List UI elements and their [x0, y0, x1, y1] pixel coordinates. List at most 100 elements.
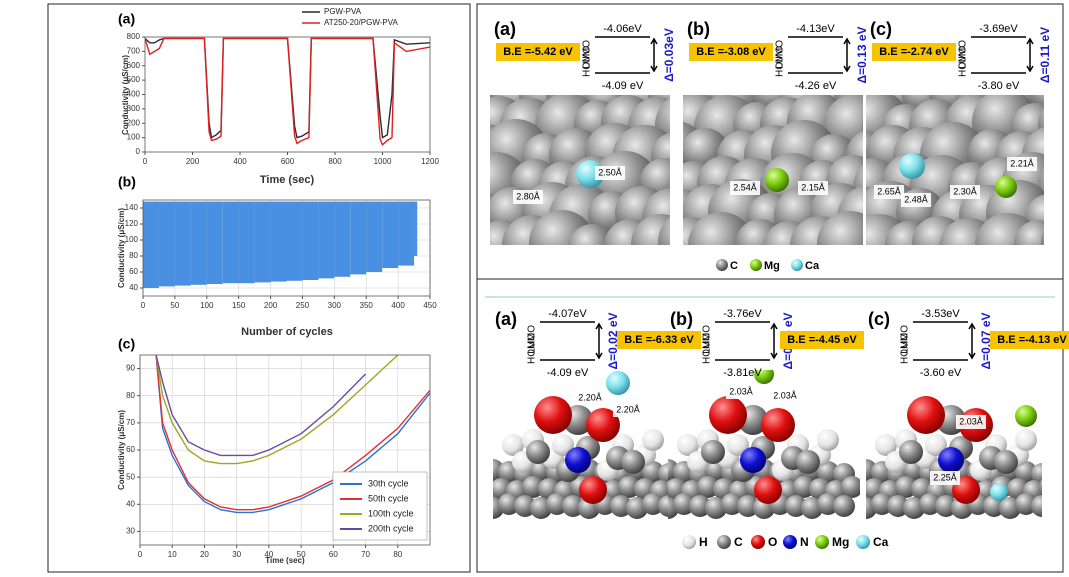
- atom: [658, 463, 669, 485]
- atom: [565, 447, 591, 473]
- band: [382, 201, 399, 268]
- panel-label: (a): [494, 19, 516, 39]
- band-gap: Δ=0.03eV: [662, 28, 676, 82]
- lumo-tag: LUMO: [775, 40, 786, 69]
- structure-image: [668, 370, 860, 519]
- y-tick-label: 80: [129, 251, 138, 260]
- x-tick-label: 200: [186, 157, 200, 166]
- atom: [899, 440, 923, 464]
- homo-tag: HOMO: [958, 46, 969, 77]
- panel-label: (b): [670, 309, 693, 329]
- lumo-tag: LUMO: [958, 40, 969, 69]
- atom: [701, 440, 725, 464]
- band-gap: Δ=0.13 eV: [855, 27, 869, 84]
- atom: [642, 429, 664, 451]
- x-axis-title: Time (sec): [265, 556, 305, 565]
- left-frame: [47, 3, 471, 573]
- lumo-tag: LUMO: [582, 40, 593, 69]
- atom: [689, 495, 711, 517]
- x-axis-title: Time (sec): [260, 174, 315, 186]
- y-tick-label: 400: [127, 90, 141, 99]
- distance-box: [901, 193, 931, 207]
- panel-label: (c): [870, 19, 892, 39]
- distance-label: 2.80Å: [516, 191, 540, 201]
- atom: [817, 461, 839, 483]
- legend-label: 100th cycle: [368, 508, 414, 518]
- binding-energy: B.E =-3.08 eV: [696, 46, 766, 58]
- homo-energy: -3.81eV: [723, 367, 762, 379]
- atom: [552, 434, 574, 456]
- y-tick-label: 100: [125, 235, 139, 244]
- atom: [791, 259, 803, 271]
- structure-image: [683, 95, 863, 245]
- band-gap: Δ=0.02 eV: [606, 313, 620, 370]
- atom: [717, 535, 731, 549]
- y-tick-label: 200: [127, 118, 141, 127]
- band: [254, 201, 271, 283]
- x-tick-label: 400: [233, 157, 247, 166]
- atom: [751, 535, 765, 549]
- atom: [817, 211, 863, 245]
- atom: [658, 495, 669, 517]
- atom: [856, 535, 870, 549]
- distance-label: 2.54Å: [733, 182, 757, 192]
- band: [350, 201, 367, 275]
- arrow-head: [843, 37, 851, 73]
- atom: [1015, 461, 1037, 483]
- atom: [796, 450, 820, 474]
- y-tick-label: 70: [126, 418, 135, 427]
- distance-box: [613, 403, 643, 417]
- atom: [871, 493, 893, 515]
- atom: [907, 396, 945, 434]
- binding-energy: B.E =-6.33 eV: [624, 334, 694, 346]
- y-tick-label: 600: [127, 61, 141, 70]
- distance-label: 2.50Å: [598, 167, 622, 177]
- distance-box: [798, 181, 828, 195]
- structure-image: [490, 95, 670, 245]
- be-box: [990, 331, 1069, 349]
- legend-label: 30th cycle: [368, 478, 409, 488]
- legend-label: C: [734, 535, 743, 549]
- be-box: [496, 43, 580, 61]
- x-tick-label: 40: [264, 550, 273, 559]
- y-tick-label: 140: [125, 203, 139, 212]
- atom: [990, 483, 1008, 501]
- atom: [887, 495, 909, 517]
- atom: [740, 447, 766, 473]
- atom: [697, 476, 719, 498]
- band: [366, 201, 383, 272]
- atom: [995, 176, 1017, 198]
- binding-energy: B.E =-2.74 eV: [879, 46, 949, 58]
- be-box: [689, 43, 773, 61]
- atom: [1041, 229, 1044, 245]
- distance-label: 2.21Å: [1010, 158, 1034, 168]
- arrow-head: [968, 322, 976, 360]
- atom: [1015, 405, 1037, 427]
- x-tick-label: 30: [232, 550, 241, 559]
- atom: [502, 434, 524, 456]
- atom: [793, 476, 815, 498]
- atom: [1031, 463, 1042, 485]
- lumo-energy: -3.53eV: [921, 308, 960, 320]
- right-frame: [476, 3, 1064, 573]
- band: [334, 201, 351, 277]
- homo-tag: HOMO: [527, 333, 538, 364]
- atom: [1015, 429, 1037, 451]
- distance-label: 2.20Å: [616, 404, 640, 414]
- panel-label: (a): [118, 11, 135, 27]
- legend-label: Ca: [873, 535, 889, 549]
- x-tick-label: 0: [141, 301, 146, 310]
- y-tick-label: 700: [127, 46, 141, 55]
- atom: [765, 168, 789, 192]
- band: [286, 201, 303, 281]
- x-tick-label: 50: [297, 550, 306, 559]
- legend-label: Mg: [832, 535, 849, 549]
- atom: [925, 434, 947, 456]
- y-tick-label: 40: [129, 283, 138, 292]
- atom: [568, 224, 616, 245]
- lumo-energy: -4.13eV: [796, 23, 835, 35]
- homo-energy: -3.60 eV: [920, 367, 962, 379]
- distance-label: 2.48Å: [904, 194, 928, 204]
- y-tick-label: 50: [126, 472, 135, 481]
- atom: [817, 429, 839, 451]
